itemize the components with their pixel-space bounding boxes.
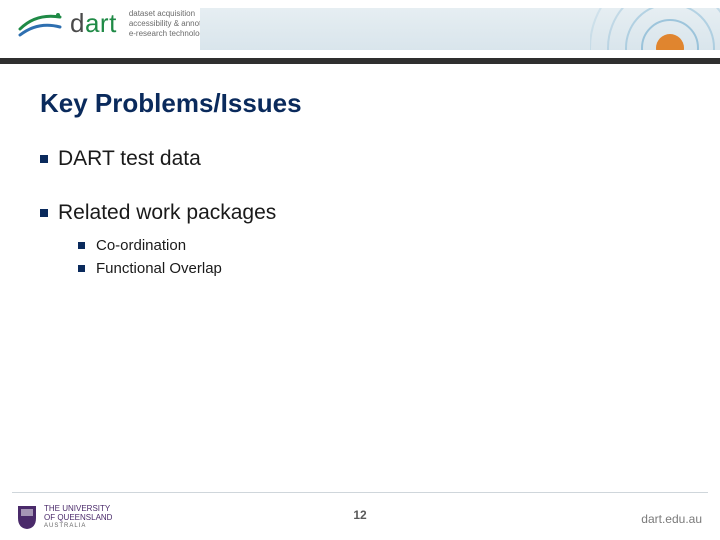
footer: The University of Queensland Australia 1… xyxy=(0,492,720,540)
uq-sub: Australia xyxy=(44,523,112,530)
page-number: 12 xyxy=(353,508,366,522)
logo-wordmark: dart xyxy=(70,8,117,39)
bullet-item: Related work packages Co-ordination Func… xyxy=(40,201,680,277)
header: dart dataset acquisition accessibility &… xyxy=(0,0,720,70)
slide-title: Key Problems/Issues xyxy=(40,88,680,119)
bullet-item: DART test data xyxy=(40,147,680,171)
content-area: Key Problems/Issues DART test data Relat… xyxy=(40,88,680,307)
bullet-text: Related work packages xyxy=(58,201,276,224)
sub-bullet-text: Functional Overlap xyxy=(96,260,222,277)
logo-word-2: art xyxy=(85,8,117,38)
sub-bullet-text: Co-ordination xyxy=(96,237,186,254)
crest-icon xyxy=(16,504,38,530)
sub-bullet-item: Co-ordination xyxy=(78,237,680,254)
sub-bullet-list: Co-ordination Functional Overlap xyxy=(58,237,680,277)
uq-logo: The University of Queensland Australia xyxy=(16,504,112,530)
logo: dart dataset acquisition accessibility &… xyxy=(18,8,219,39)
sub-bullet-item: Functional Overlap xyxy=(78,260,680,277)
uq-text: The University of Queensland Australia xyxy=(44,505,112,529)
ripple-icon xyxy=(590,6,720,50)
logo-word-1: d xyxy=(70,8,85,38)
uq-line-2: of Queensland xyxy=(44,514,112,523)
slide: dart dataset acquisition accessibility &… xyxy=(0,0,720,540)
bullet-list: DART test data Related work packages Co-… xyxy=(40,147,680,277)
footer-url: dart.edu.au xyxy=(641,512,702,526)
footer-rule xyxy=(12,492,708,493)
header-wave-band xyxy=(200,6,720,50)
swoosh-icon xyxy=(18,9,62,39)
header-rule xyxy=(0,58,720,64)
bullet-text: DART test data xyxy=(58,147,201,170)
